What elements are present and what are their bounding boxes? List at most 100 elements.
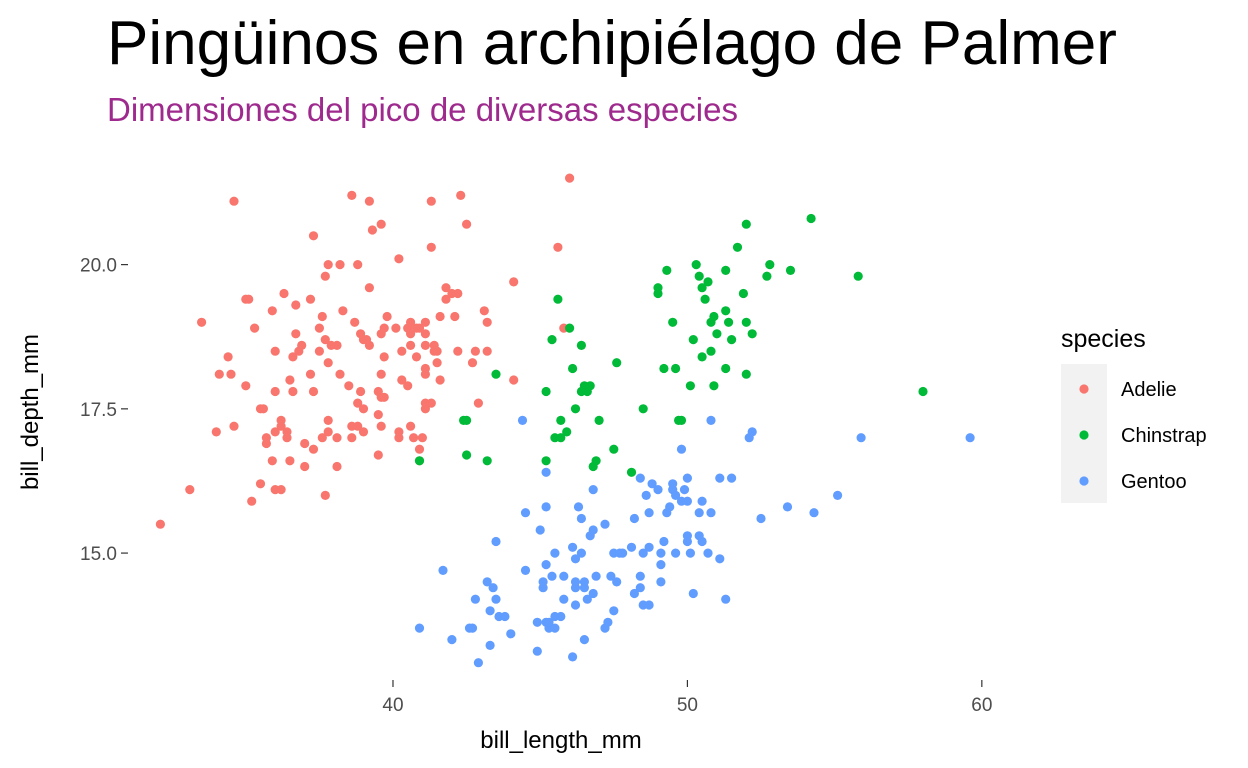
point-chinstrap-62 (765, 260, 775, 270)
point-adelie-56 (323, 260, 333, 270)
point-gentoo-48 (579, 577, 590, 587)
point-gentoo-54 (591, 571, 601, 581)
point-chinstrap-12 (556, 415, 566, 425)
point-adelie-55 (323, 358, 333, 368)
points-layer (155, 173, 975, 668)
point-adelie-50 (320, 490, 330, 500)
point-adelie-83 (373, 410, 383, 420)
point-gentoo-7 (482, 577, 492, 587)
point-adelie-137 (467, 358, 478, 368)
point-gentoo-52 (588, 525, 598, 535)
point-adelie-96 (394, 427, 404, 437)
point-adelie-140 (479, 306, 489, 316)
point-gentoo-98 (694, 508, 704, 518)
point-adelie-12 (247, 496, 257, 506)
point-adelie-36 (291, 300, 301, 310)
point-chinstrap-61 (762, 271, 772, 281)
point-gentoo-67 (635, 583, 645, 593)
point-gentoo-39 (570, 600, 581, 610)
point-adelie-102 (406, 421, 416, 431)
point-adelie-104 (406, 329, 416, 339)
point-chinstrap-21 (585, 381, 595, 391)
point-gentoo-94 (682, 473, 693, 483)
point-chinstrap-63 (785, 265, 796, 275)
point-adelie-43 (308, 444, 319, 454)
point-gentoo-107 (727, 473, 737, 483)
chart-title: Pingüinos en archipiélago de Palmer (107, 9, 1117, 78)
point-gentoo-18 (520, 508, 531, 518)
axis-ticks: 40 50 60 15.0 17.5 20.0 (80, 256, 992, 716)
point-chinstrap-3 (462, 415, 472, 425)
point-adelie-33 (288, 386, 298, 397)
point-adelie-39 (300, 461, 310, 472)
point-adelie-125 (432, 358, 442, 368)
point-adelie-28 (279, 288, 289, 299)
point-adelie-90 (379, 392, 389, 402)
point-adelie-87 (376, 369, 386, 379)
point-adelie-0 (155, 519, 165, 529)
point-chinstrap-11 (556, 433, 566, 443)
point-gentoo-30 (547, 571, 557, 581)
point-adelie-130 (441, 283, 451, 293)
point-chinstrap-8 (547, 335, 557, 345)
point-gentoo-80 (656, 548, 666, 558)
point-gentoo-81 (659, 536, 669, 547)
point-adelie-23 (270, 386, 280, 397)
point-chinstrap-0 (414, 456, 425, 466)
point-gentoo-33 (550, 548, 560, 558)
point-adelie-69 (353, 421, 363, 431)
point-gentoo-45 (576, 513, 587, 524)
point-gentoo-5 (470, 594, 480, 604)
point-adelie-3 (211, 427, 221, 437)
legend-key-adelie (1079, 384, 1089, 394)
x-tick-label-60: 60 (971, 695, 992, 716)
point-adelie-30 (282, 427, 292, 437)
point-chinstrap-66 (918, 386, 928, 397)
point-chinstrap-4 (482, 456, 492, 466)
point-adelie-42 (305, 294, 316, 304)
point-gentoo-1 (438, 565, 448, 576)
point-chinstrap-14 (565, 323, 575, 333)
point-adelie-112 (417, 433, 427, 443)
point-adelie-119 (420, 317, 430, 327)
point-adelie-105 (406, 317, 416, 327)
point-chinstrap-33 (668, 317, 678, 327)
point-adelie-89 (376, 219, 386, 229)
point-gentoo-19 (532, 646, 542, 656)
point-chinstrap-57 (741, 369, 751, 379)
point-gentoo-23 (538, 577, 548, 587)
point-adelie-136 (462, 219, 472, 229)
legend-title: species (1061, 325, 1146, 353)
point-adelie-92 (379, 323, 389, 333)
point-adelie-38 (297, 340, 307, 350)
point-adelie-48 (317, 433, 327, 443)
point-adelie-11 (244, 294, 254, 304)
point-gentoo-112 (809, 508, 819, 518)
point-gentoo-34 (556, 611, 566, 622)
point-adelie-4 (214, 369, 224, 379)
point-adelie-34 (288, 352, 298, 362)
point-adelie-144 (509, 277, 519, 287)
point-gentoo-10 (488, 583, 498, 593)
point-gentoo-15 (506, 629, 516, 639)
point-adelie-63 (338, 306, 348, 316)
point-adelie-67 (347, 190, 357, 200)
point-chinstrap-50 (721, 363, 731, 374)
point-adelie-53 (323, 427, 333, 437)
point-adelie-135 (456, 190, 466, 200)
point-chinstrap-43 (700, 294, 710, 304)
point-adelie-110 (414, 444, 425, 454)
point-adelie-79 (364, 283, 374, 293)
point-gentoo-44 (576, 548, 587, 558)
point-chinstrap-34 (671, 363, 681, 374)
point-gentoo-77 (653, 485, 663, 495)
point-gentoo-4 (467, 623, 478, 633)
point-adelie-106 (409, 433, 419, 443)
point-gentoo-93 (682, 496, 693, 506)
point-chinstrap-41 (697, 352, 707, 362)
point-gentoo-59 (609, 606, 619, 616)
point-adelie-2 (197, 317, 207, 327)
point-chinstrap-48 (709, 311, 719, 322)
point-adelie-58 (332, 461, 342, 472)
